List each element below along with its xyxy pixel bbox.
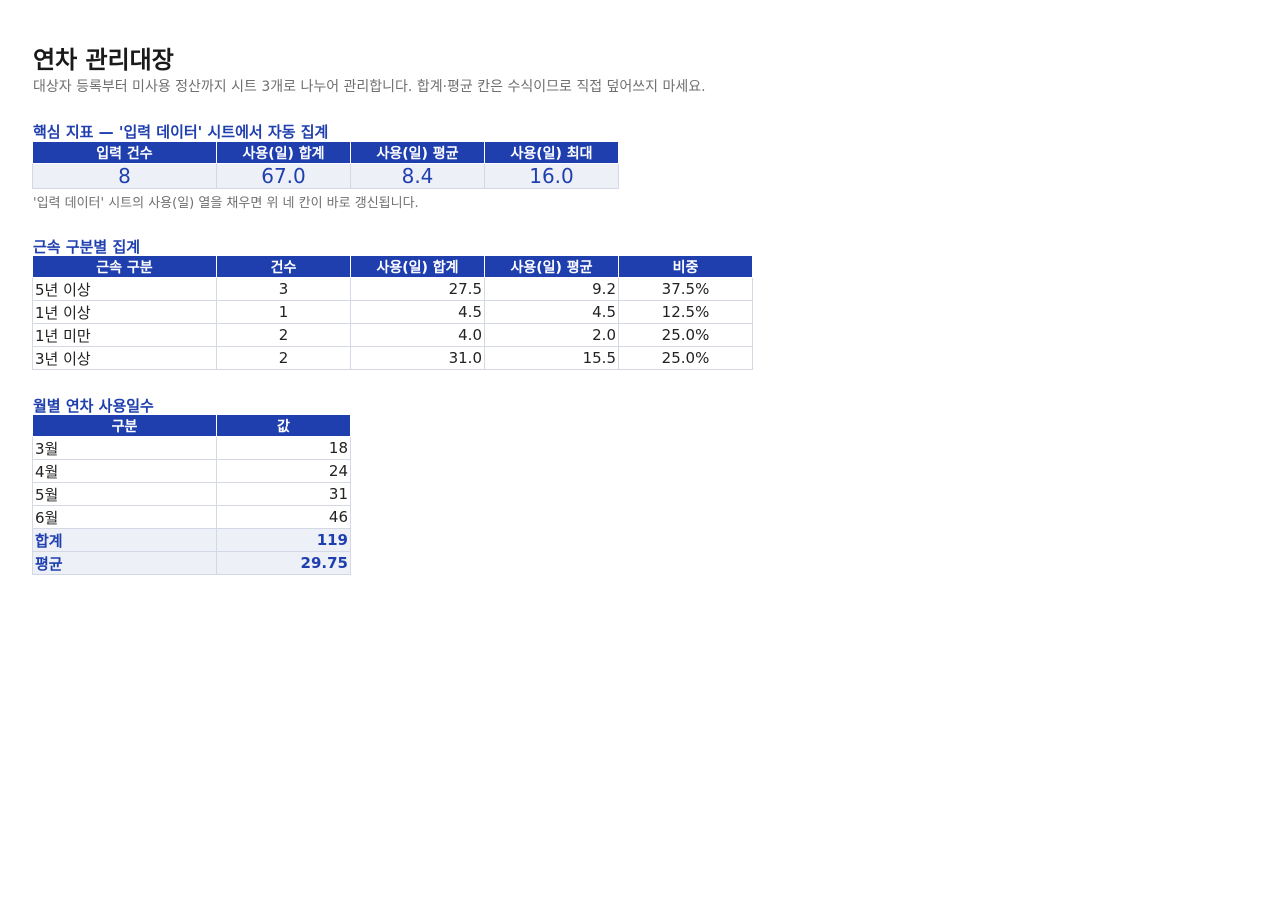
table-row: 4월 24 (32, 459, 351, 483)
table-cell: 119 (216, 528, 351, 552)
table-cell: 29.75 (216, 551, 351, 575)
table-row: 1년 미만 2 4.0 2.0 25.0% (32, 323, 753, 347)
table-cell: 15.5 (484, 346, 619, 370)
table-cell: 27.5 (350, 277, 485, 301)
table-cell: 25.0% (618, 323, 753, 347)
table-cell: 46 (216, 505, 351, 529)
table-cell: 4.5 (484, 300, 619, 324)
table-cell: 2 (216, 323, 351, 347)
section-heading: 핵심 지표 — '입력 데이터' 시트에서 자동 집계 (33, 123, 329, 141)
kpi-value: 16.0 (484, 163, 619, 189)
column-header: 구분 (32, 414, 217, 437)
column-header: 사용(일) 평균 (350, 141, 485, 164)
table-cell: 12.5% (618, 300, 753, 324)
table-cell: 평균 (32, 551, 217, 575)
tenure-table: 근속 구분 건수 사용(일) 합계 사용(일) 평균 비중 5년 이상 3 27.5 9.2 37… (32, 255, 753, 370)
table-row: 1년 이상 1 4.5 4.5 12.5% (32, 300, 753, 324)
table-cell: 1년 미만 (32, 323, 217, 347)
table-row: 6월 46 (32, 505, 351, 529)
table-cell: 6월 (32, 505, 217, 529)
column-header: 사용(일) 합계 (216, 141, 351, 164)
column-header: 사용(일) 최대 (484, 141, 619, 164)
column-header: 건수 (216, 255, 351, 278)
summary-row: 합계 119 (32, 528, 351, 552)
table-row: 3월 18 (32, 436, 351, 460)
header-row: 구분 값 (32, 414, 351, 437)
column-header: 사용(일) 평균 (484, 255, 619, 278)
column-header: 값 (216, 414, 351, 437)
table-cell: 4월 (32, 459, 217, 483)
kpi-row: 8 67.0 8.4 16.0 (32, 163, 619, 189)
kpi-value: 67.0 (216, 163, 351, 189)
table-cell: 31 (216, 482, 351, 506)
table-row: 5년 이상 3 27.5 9.2 37.5% (32, 277, 753, 301)
monthly-table: 구분 값 3월 18 4월 24 5월 31 6월 46 합계 119 평균 29.75 (32, 414, 351, 575)
section-heading: 월별 연차 사용일수 (33, 397, 154, 415)
table-cell: 1년 이상 (32, 300, 217, 324)
column-header: 비중 (618, 255, 753, 278)
table-cell: 2 (216, 346, 351, 370)
table-cell: 18 (216, 436, 351, 460)
table-cell: 3년 이상 (32, 346, 217, 370)
kpi-table: 입력 건수 사용(일) 합계 사용(일) 평균 사용(일) 최대 8 67.0 8.4 16.… (32, 141, 619, 189)
page-title: 연차 관리대장 (33, 46, 174, 74)
table-cell: 5월 (32, 482, 217, 506)
table-cell: 4.5 (350, 300, 485, 324)
kpi-value: 8 (32, 163, 217, 189)
table-row: 3년 이상 2 31.0 15.5 25.0% (32, 346, 753, 370)
table-cell: 5년 이상 (32, 277, 217, 301)
table-cell: 24 (216, 459, 351, 483)
table-cell: 합계 (32, 528, 217, 552)
column-header: 입력 건수 (32, 141, 217, 164)
header-row: 근속 구분 건수 사용(일) 합계 사용(일) 평균 비중 (32, 255, 753, 278)
table-row: 5월 31 (32, 482, 351, 506)
table-cell: 1 (216, 300, 351, 324)
kpi-note: '입력 데이터' 시트의 사용(일) 열을 채우면 위 네 칸이 바로 갱신됩니… (33, 196, 419, 211)
subtitle: 대상자 등록부터 미사용 정산까지 시트 3개로 나누어 관리합니다. 합계·평… (33, 79, 706, 95)
table-cell: 2.0 (484, 323, 619, 347)
column-header: 근속 구분 (32, 255, 217, 278)
column-header: 사용(일) 합계 (350, 255, 485, 278)
header-row: 입력 건수 사용(일) 합계 사용(일) 평균 사용(일) 최대 (32, 141, 619, 164)
table-cell: 3월 (32, 436, 217, 460)
table-cell: 37.5% (618, 277, 753, 301)
table-cell: 31.0 (350, 346, 485, 370)
section-heading: 근속 구분별 집계 (33, 238, 141, 256)
kpi-value: 8.4 (350, 163, 485, 189)
table-cell: 4.0 (350, 323, 485, 347)
table-cell: 9.2 (484, 277, 619, 301)
table-cell: 25.0% (618, 346, 753, 370)
summary-row: 평균 29.75 (32, 551, 351, 575)
table-cell: 3 (216, 277, 351, 301)
